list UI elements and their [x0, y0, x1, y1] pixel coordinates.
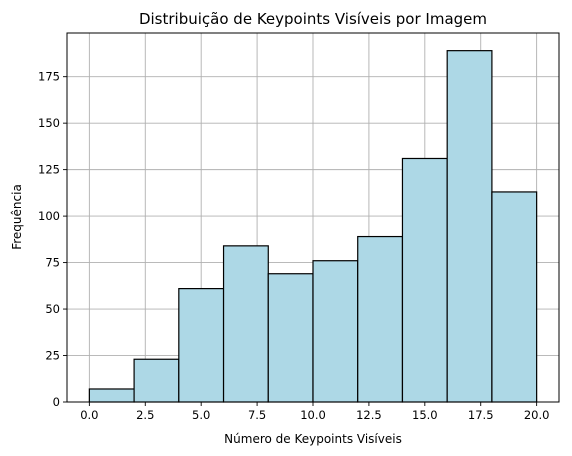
- x-tick-label: 0.0: [80, 408, 98, 422]
- x-tick-label: 20.0: [524, 408, 550, 422]
- plot-frame: [66, 32, 560, 403]
- histogram-bar: [222, 245, 269, 403]
- histogram-bar: [133, 358, 180, 403]
- histogram-bar: [401, 157, 448, 403]
- x-axis-label: Número de Keypoints Visíveis: [224, 432, 402, 446]
- y-tick-label: 100: [38, 209, 60, 223]
- x-tick-label: 10.0: [300, 408, 326, 422]
- x-tick-label: 7.5: [248, 408, 266, 422]
- y-tick-label: 125: [38, 163, 60, 177]
- y-tick-label: 50: [45, 302, 60, 316]
- y-tick-label: 175: [38, 70, 60, 84]
- chart-title: Distribuição de Keypoints Visíveis por I…: [139, 10, 487, 28]
- y-tick-label: 0: [53, 395, 60, 409]
- histogram-bar: [446, 50, 493, 403]
- histogram-bar: [357, 235, 404, 403]
- y-axis-label: Frequência: [10, 184, 24, 250]
- histogram-bar: [267, 273, 314, 403]
- x-tick-label: 17.5: [468, 408, 494, 422]
- histogram-bar: [312, 260, 359, 403]
- y-tick-label: 25: [45, 349, 60, 363]
- x-tick-label: 2.5: [136, 408, 154, 422]
- axis-ticks: 0.0 2.5 5.0 7.5 10.0 12.5 15.0 17.5 20.0 0 25 50 75 1…: [38, 70, 549, 422]
- x-tick-label: 15.0: [412, 408, 438, 422]
- y-tick-label: 150: [38, 116, 60, 130]
- y-tick-label: 75: [45, 256, 60, 270]
- bars: [88, 50, 538, 403]
- x-tick-label: 5.0: [192, 408, 210, 422]
- histogram-bar: [491, 191, 538, 403]
- histogram-bar: [88, 388, 135, 403]
- x-tick-label: 12.5: [356, 408, 382, 422]
- histogram-bar: [178, 288, 225, 403]
